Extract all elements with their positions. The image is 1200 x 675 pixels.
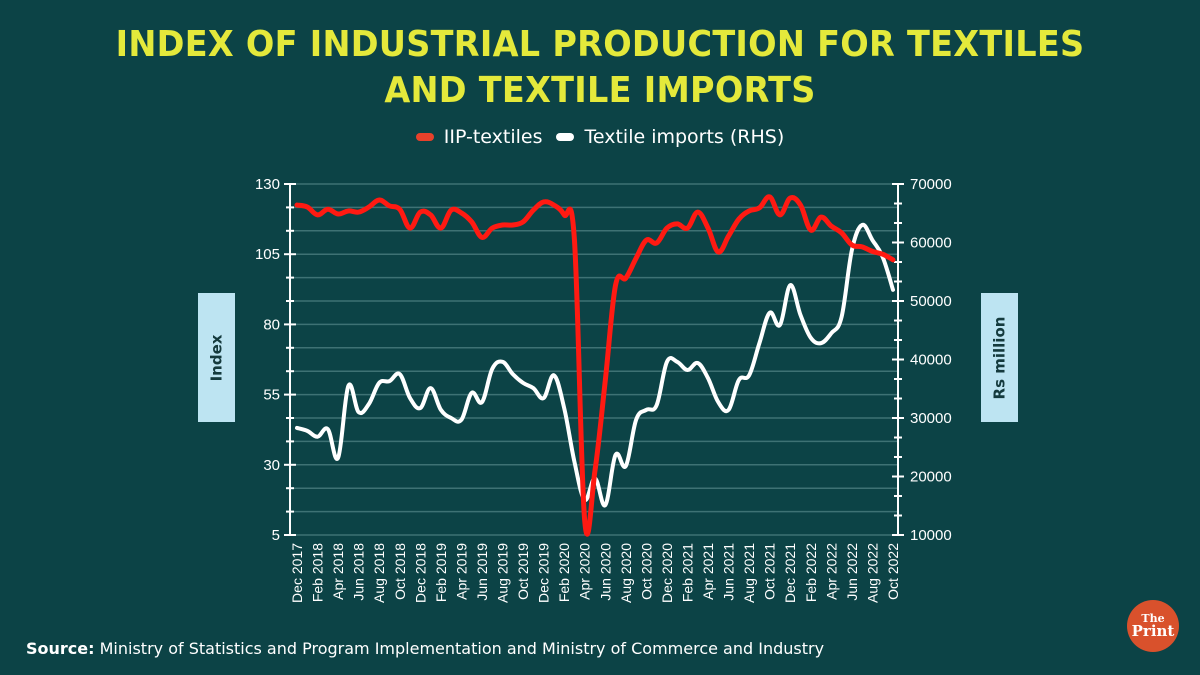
- right-axis-title: Rs million: [981, 293, 1018, 422]
- x-tick-label: Dec 2017: [289, 543, 305, 603]
- x-tick-label: Aug 2018: [371, 543, 387, 603]
- x-tick-label: Aug 2021: [741, 543, 757, 603]
- legend-swatch-iip: [415, 133, 434, 141]
- x-tick-label: Feb 2018: [310, 543, 326, 602]
- x-tick-label: Feb 2022: [803, 543, 819, 602]
- chart-title: INDEX OF INDUSTRIAL PRODUCTION FOR TEXTI…: [42, 22, 1158, 114]
- right-axis-tick-label: 70000: [910, 176, 952, 193]
- legend-item-iip: IIP-textiles: [415, 126, 543, 148]
- x-tick-label: Apr 2021: [700, 543, 716, 600]
- x-tick-label: Dec 2020: [659, 543, 675, 603]
- legend: IIP-textiles Textile imports (RHS): [0, 126, 1200, 148]
- source-text: Ministry of Statistics and Program Imple…: [94, 639, 825, 658]
- legend-label-imports: Textile imports (RHS): [584, 126, 785, 148]
- x-tick-label: Dec 2018: [412, 543, 428, 603]
- x-tick-label: Apr 2019: [453, 543, 469, 600]
- right-axis-tick-label: 60000: [910, 235, 952, 252]
- x-tick-label: Apr 2022: [823, 543, 839, 600]
- series-lines: [294, 194, 896, 537]
- x-tick-label: Apr 2018: [330, 543, 346, 600]
- x-tick-label: Oct 2021: [762, 543, 778, 600]
- x-tick-label: Apr 2020: [577, 543, 593, 600]
- legend-swatch-imports: [556, 133, 575, 141]
- right-axis-tick-label: 30000: [910, 410, 952, 427]
- x-tick-label: Oct 2018: [392, 543, 408, 600]
- iip-textiles-line: [294, 194, 896, 537]
- x-tick-label: Dec 2021: [782, 543, 798, 603]
- right-axis-tick-label: 40000: [910, 352, 952, 369]
- x-tick-label: Feb 2019: [433, 543, 449, 602]
- legend-item-imports: Textile imports (RHS): [556, 126, 784, 148]
- x-tick-labels: Dec 2017 Feb 2018 Apr 2018 Jun 2018 Aug 2018…: [289, 543, 901, 603]
- x-tick-label: Oct 2022: [885, 543, 901, 600]
- x-tick-label: Jun 2019: [474, 543, 490, 601]
- source-label: Source:: [26, 639, 95, 658]
- legend-label-iip: IIP-textiles: [443, 126, 543, 148]
- left-axis-tick-label: 5: [272, 527, 280, 544]
- x-tick-label: Aug 2022: [864, 543, 880, 603]
- left-axis-tick-label: 105: [255, 246, 280, 263]
- logo-line-1: The: [1141, 612, 1165, 625]
- chart-title-line-2: AND TEXTILE IMPORTS: [384, 70, 816, 111]
- x-tick-label: Aug 2020: [618, 543, 634, 603]
- x-tick-label: Jun 2021: [721, 543, 737, 601]
- chart-title-line-1: INDEX OF INDUSTRIAL PRODUCTION FOR TEXTI…: [115, 24, 1085, 65]
- x-tick-label: Jun 2020: [597, 543, 613, 601]
- axes: 130 105 80 55 30 5 70000 60000 50000 40000 30000 20…: [255, 176, 952, 544]
- x-tick-label: Oct 2020: [638, 543, 654, 600]
- x-tick-label: Dec 2019: [536, 543, 552, 603]
- right-axis-tick-label: 10000: [910, 527, 952, 544]
- x-tick-label: Jun 2018: [351, 543, 367, 601]
- left-axis-tick-label: 80: [263, 316, 280, 333]
- x-tick-label: Oct 2019: [515, 543, 531, 600]
- x-tick-label: Feb 2020: [556, 543, 572, 602]
- left-axis-title: Index: [198, 293, 235, 422]
- right-axis-tick-label: 20000: [910, 469, 952, 486]
- x-tick-label: Feb 2021: [679, 543, 695, 602]
- x-tick-label: Jun 2022: [844, 543, 860, 601]
- left-axis-tick-label: 130: [255, 176, 280, 193]
- x-tick-label: Aug 2019: [495, 543, 511, 603]
- logo-line-2: Print: [1131, 622, 1175, 640]
- source-note: Source: Ministry of Statistics and Progr…: [26, 639, 824, 658]
- left-axis-tick-label: 55: [263, 387, 280, 404]
- right-axis-tick-label: 50000: [910, 293, 952, 310]
- left-axis-tick-label: 30: [263, 457, 280, 474]
- theprint-logo: The Print: [1127, 600, 1179, 652]
